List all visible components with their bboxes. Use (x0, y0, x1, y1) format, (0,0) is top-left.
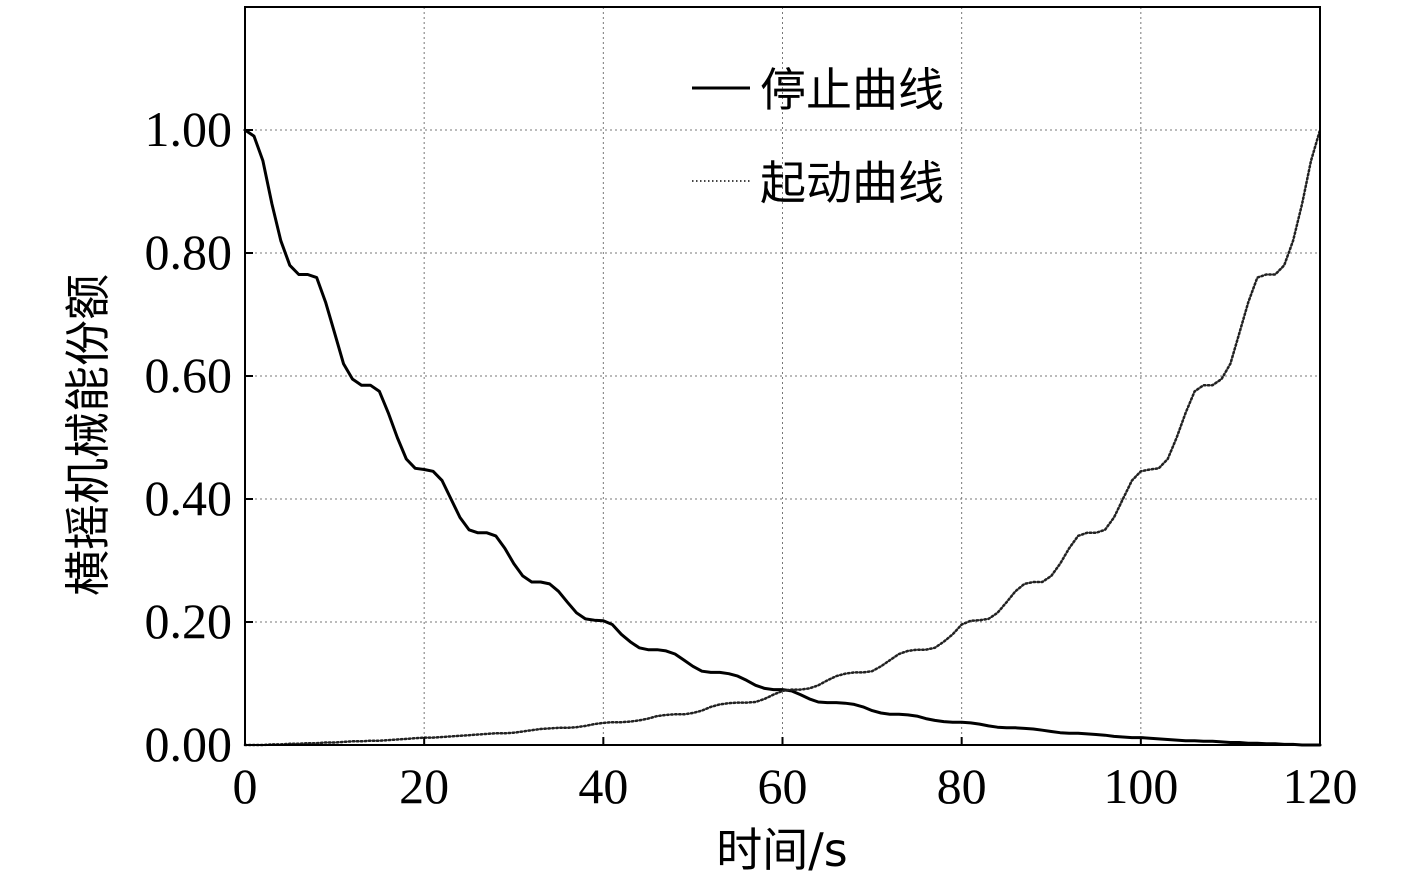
y-tick-label: 1.00 (145, 101, 233, 157)
legend-label: 起动曲线 (760, 156, 944, 210)
x-tick-label: 0 (233, 758, 258, 814)
x-tick-label: 120 (1283, 758, 1358, 814)
ticks-layer: 0 20 40 60 80 100 120 0.00 0.20 0.40 0.60 0.80 1.00 (145, 101, 1358, 814)
y-tick-label: 0.80 (145, 224, 233, 280)
y-tick-label: 0.20 (145, 593, 233, 649)
grid-layer (245, 7, 1320, 745)
y-tick-label: 0.60 (145, 347, 233, 403)
y-tick-label: 0.40 (145, 470, 233, 526)
x-axis-title: 时间/s (716, 823, 847, 874)
x-tick-label: 40 (578, 758, 628, 814)
x-tick-label: 100 (1103, 758, 1178, 814)
x-tick-label: 20 (399, 758, 449, 814)
x-tick-label: 60 (758, 758, 808, 814)
legend-label: 停止曲线 (760, 63, 944, 117)
y-axis-title: 横摇机械能份额 (61, 274, 115, 596)
y-tick-label: 0.00 (145, 716, 233, 772)
x-tick-label: 80 (937, 758, 987, 814)
